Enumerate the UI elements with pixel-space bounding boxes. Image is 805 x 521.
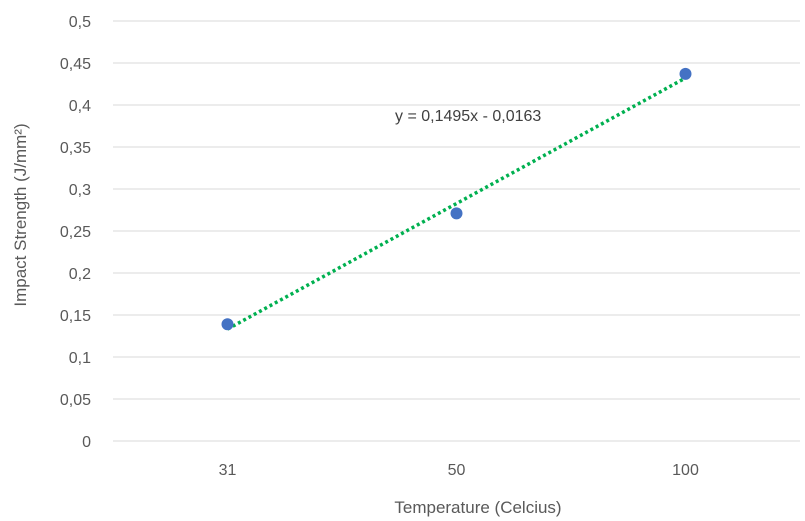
y-axis-ticks: 0 0,05 0,1 0,15 0,2 0,25 0,3 0,35 0,4 0,45 0,5 — [60, 14, 91, 451]
data-point — [221, 318, 234, 331]
data-point — [679, 67, 692, 80]
y-tick-label: 0,3 — [69, 182, 91, 199]
y-tick-label: 0 — [82, 434, 91, 451]
x-tick-label: 100 — [672, 462, 699, 479]
y-tick-label: 0,25 — [60, 224, 91, 241]
y-tick-label: 0,05 — [60, 392, 91, 409]
y-tick-label: 0,1 — [69, 350, 91, 367]
y-tick-label: 0,5 — [69, 14, 91, 31]
y-tick-label: 0,35 — [60, 140, 91, 157]
y-tick-label: 0,2 — [69, 266, 91, 283]
x-tick-label: 50 — [448, 462, 466, 479]
data-points — [221, 67, 692, 331]
y-tick-label: 0,15 — [60, 308, 91, 325]
x-axis-ticks: 31 50 100 — [219, 462, 699, 479]
y-tick-label: 0,45 — [60, 56, 91, 73]
data-point — [450, 207, 463, 220]
y-tick-label: 0,4 — [69, 98, 91, 115]
gridlines — [113, 20, 800, 442]
trendline-equation: y = 0,1495x - 0,0163 — [395, 108, 541, 125]
y-axis-title: Impact Strength (J/mm²) — [11, 123, 30, 306]
x-tick-label: 31 — [219, 462, 237, 479]
x-axis-title: Temperature (Celcius) — [394, 498, 561, 517]
